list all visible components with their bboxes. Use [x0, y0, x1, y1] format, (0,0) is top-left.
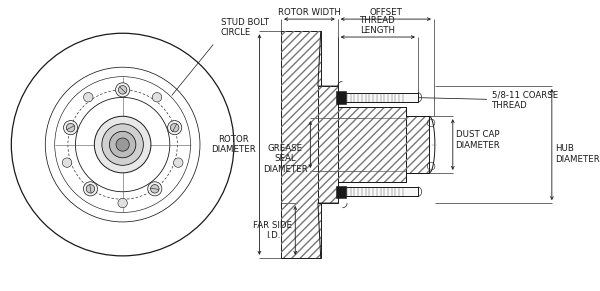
- Circle shape: [109, 131, 136, 158]
- Text: HUB
DIAMETER: HUB DIAMETER: [554, 144, 599, 164]
- Circle shape: [170, 123, 179, 132]
- Bar: [406, 116, 429, 173]
- Bar: [281, 31, 321, 258]
- Text: THREAD
LENGTH: THREAD LENGTH: [360, 16, 395, 35]
- Circle shape: [83, 93, 93, 102]
- Bar: [406, 116, 429, 173]
- Circle shape: [83, 182, 98, 196]
- Bar: [338, 107, 406, 182]
- Circle shape: [173, 158, 183, 167]
- Circle shape: [62, 158, 72, 167]
- Circle shape: [118, 86, 127, 94]
- Bar: [338, 107, 406, 182]
- Circle shape: [64, 120, 77, 135]
- Circle shape: [102, 124, 143, 165]
- Circle shape: [116, 138, 129, 151]
- Circle shape: [67, 123, 75, 132]
- Bar: [336, 186, 346, 198]
- Circle shape: [152, 93, 162, 102]
- Text: DUST CAP
DIAMETER: DUST CAP DIAMETER: [455, 130, 500, 150]
- Bar: [281, 31, 321, 258]
- Text: ROTOR
DIAMETER: ROTOR DIAMETER: [211, 135, 256, 154]
- Circle shape: [86, 184, 95, 193]
- Circle shape: [151, 184, 159, 193]
- Bar: [336, 91, 346, 104]
- Text: STUD BOLT
CIRCLE: STUD BOLT CIRCLE: [221, 18, 269, 37]
- Bar: [338, 93, 418, 102]
- Bar: [318, 86, 338, 203]
- Bar: [318, 86, 338, 203]
- Circle shape: [94, 116, 151, 173]
- Text: FAR SIDE
I.D.: FAR SIDE I.D.: [253, 221, 292, 240]
- Text: OFFSET: OFFSET: [370, 8, 402, 17]
- Circle shape: [167, 120, 182, 135]
- Bar: [338, 187, 418, 196]
- Circle shape: [148, 182, 162, 196]
- Circle shape: [118, 198, 127, 208]
- Text: 5/8-11 COARSE
THREAD: 5/8-11 COARSE THREAD: [410, 91, 559, 110]
- Circle shape: [116, 83, 130, 97]
- Text: ROTOR WIDTH: ROTOR WIDTH: [278, 8, 341, 17]
- Text: GREASE
SEAL
DIAMETER: GREASE SEAL DIAMETER: [263, 144, 308, 174]
